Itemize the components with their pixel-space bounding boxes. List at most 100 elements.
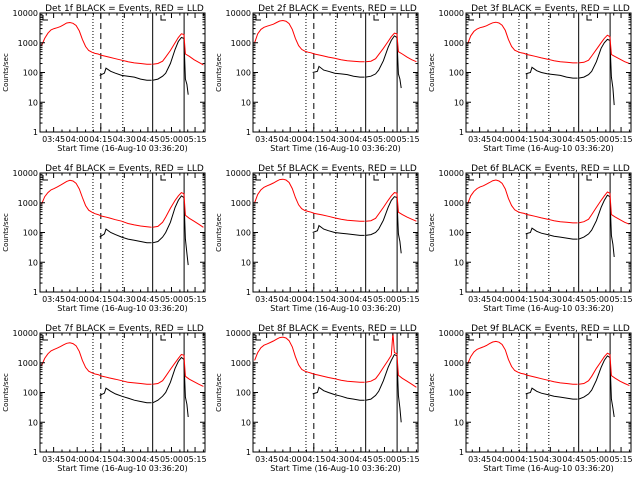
y-axis-label: Counts/sec <box>428 373 436 412</box>
legend-symbol <box>373 175 379 181</box>
y-tick-label: 1000 <box>444 39 464 48</box>
legend-symbol <box>468 335 474 341</box>
legend-symbol <box>160 335 166 341</box>
x-tick-label: 04:00 <box>66 135 89 144</box>
plot-title: Det 5f BLACK = Events, RED = LLD <box>258 164 417 174</box>
y-tick-label: 1000 <box>231 199 251 208</box>
x-tick-label: 05:00 <box>586 295 609 304</box>
detector-plot-2: Det 2f BLACK = Events, RED = LLD 1 10 100 10… <box>215 4 420 153</box>
y-tick-label: 100 <box>236 229 251 238</box>
x-tick-label: 05:15 <box>610 295 633 304</box>
x-tick-label: 03:45 <box>42 455 65 464</box>
lld-series-line <box>152 191 204 228</box>
legend-symbol <box>160 15 166 21</box>
events-series-line <box>312 224 365 236</box>
plot-frame <box>39 12 206 133</box>
legend-symbol <box>586 175 592 181</box>
x-tick-label: 04:45 <box>349 295 372 304</box>
x-tick-label: 04:15 <box>302 295 325 304</box>
x-tick-label: 04:30 <box>539 295 562 304</box>
lld-series-line <box>254 336 365 383</box>
y-tick-label: 1 <box>459 128 464 137</box>
legend-symbol <box>586 335 592 341</box>
legend-symbol <box>373 335 379 341</box>
x-tick-label: 05:15 <box>397 455 420 464</box>
x-tick-label: 05:00 <box>373 135 396 144</box>
legend-symbol <box>42 335 48 341</box>
legend-symbol <box>160 175 166 181</box>
x-tick-label: 04:45 <box>562 295 585 304</box>
x-tick-label: 04:30 <box>113 455 136 464</box>
x-tick-label: 04:00 <box>279 135 302 144</box>
y-axis-label: Counts/sec <box>2 373 10 412</box>
plot-frame <box>465 172 632 293</box>
x-tick-label: 04:15 <box>515 295 538 304</box>
events-series-line <box>578 38 615 106</box>
x-axis-label: Start Time (16-Aug-10 03:36:20) <box>483 304 614 313</box>
y-axis-label: Counts/sec <box>215 53 223 92</box>
x-tick-label: 04:15 <box>89 135 112 144</box>
events-series-line <box>525 66 578 79</box>
x-tick-label: 03:45 <box>468 135 491 144</box>
legend-symbol <box>42 15 48 21</box>
y-tick-label: 1000 <box>231 39 251 48</box>
legend-symbol <box>373 15 379 21</box>
plot-title: Det 7f BLACK = Events, RED = LLD <box>45 324 204 334</box>
events-series-line <box>152 36 189 95</box>
legend-symbol <box>255 15 261 21</box>
events-series-line <box>99 387 152 404</box>
events-series-line <box>578 194 615 258</box>
plot-title: Det 9f BLACK = Events, RED = LLD <box>471 324 630 334</box>
x-tick-label: 04:30 <box>326 455 349 464</box>
x-tick-label: 03:45 <box>255 295 278 304</box>
lld-series-line <box>152 33 204 66</box>
x-tick-label: 04:45 <box>136 455 159 464</box>
x-axis-label: Start Time (16-Aug-10 03:36:20) <box>270 304 401 313</box>
detector-plot-3: Det 3f BLACK = Events, RED = LLD 1 10 100 10… <box>428 4 633 153</box>
y-tick-label: 10 <box>454 98 464 107</box>
lld-series-line <box>467 340 578 385</box>
y-tick-label: 10000 <box>226 9 251 18</box>
y-tick-label: 10 <box>28 418 38 427</box>
y-tick-label: 10000 <box>439 329 464 338</box>
events-series-line <box>578 355 615 418</box>
lld-series-line <box>41 21 152 65</box>
y-tick-label: 100 <box>236 69 251 78</box>
lld-series-line <box>467 21 578 64</box>
plot-title: Det 1f BLACK = Events, RED = LLD <box>45 4 204 14</box>
y-tick-label: 100 <box>236 389 251 398</box>
legend-symbol <box>586 15 592 21</box>
plot-frame <box>465 12 632 133</box>
x-tick-label: 05:00 <box>586 135 609 144</box>
y-tick-label: 100 <box>449 229 464 238</box>
x-tick-label: 05:00 <box>586 455 609 464</box>
x-tick-label: 04:30 <box>113 135 136 144</box>
x-tick-label: 05:15 <box>610 135 633 144</box>
x-tick-label: 05:00 <box>160 455 183 464</box>
lld-series-line <box>254 178 365 222</box>
detector-plot-5: Det 5f BLACK = Events, RED = LLD 1 10 100 10… <box>215 164 420 313</box>
y-axis-label: Counts/sec <box>428 213 436 252</box>
x-tick-label: 05:00 <box>373 455 396 464</box>
detector-plot-4: Det 4f BLACK = Events, RED = LLD 1 10 100 10… <box>2 164 207 313</box>
x-tick-label: 04:00 <box>279 455 302 464</box>
y-tick-label: 1 <box>459 448 464 457</box>
y-axis-label: Counts/sec <box>2 53 10 92</box>
x-tick-label: 03:45 <box>42 295 65 304</box>
y-tick-label: 10000 <box>439 9 464 18</box>
x-axis-label: Start Time (16-Aug-10 03:36:20) <box>483 464 614 473</box>
y-axis-label: Counts/sec <box>215 213 223 252</box>
y-tick-label: 100 <box>449 69 464 78</box>
x-tick-label: 04:45 <box>349 455 372 464</box>
plot-title: Det 6f BLACK = Events, RED = LLD <box>471 164 630 174</box>
y-tick-label: 10 <box>454 258 464 267</box>
x-axis-label: Start Time (16-Aug-10 03:36:20) <box>483 144 614 153</box>
lld-series-line <box>578 34 630 64</box>
x-tick-label: 05:15 <box>184 455 207 464</box>
lld-series-line <box>467 179 578 224</box>
detector-plot-6: Det 6f BLACK = Events, RED = LLD 1 10 100 10… <box>428 164 633 313</box>
events-series-line <box>312 386 365 401</box>
y-tick-label: 1 <box>246 288 251 297</box>
events-series-line <box>365 353 402 423</box>
